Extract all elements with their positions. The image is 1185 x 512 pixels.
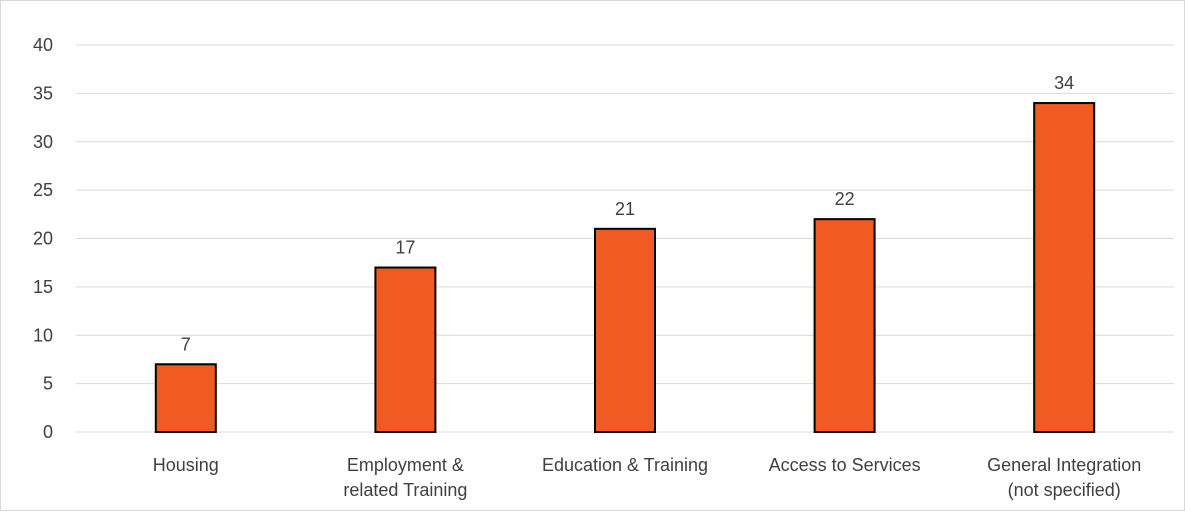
data-labels: 7 17 21 22 34 (181, 73, 1074, 354)
bar-1 (374, 266, 437, 433)
category-label-0: Housing (153, 455, 219, 475)
data-label-4: 34 (1054, 73, 1074, 93)
y-tick-label-40: 40 (33, 35, 53, 55)
bar-2 (594, 227, 656, 433)
category-label-line: Education & Training (542, 455, 708, 475)
y-axis-tick-labels: 0 5 10 15 20 25 30 35 40 (33, 35, 53, 442)
category-label-line: General Integration (987, 455, 1141, 475)
y-tick-label-10: 10 (33, 325, 53, 345)
category-label-line: related Training (343, 480, 467, 500)
category-label-line: Housing (153, 455, 219, 475)
category-label-line: (not specified) (1008, 480, 1121, 500)
category-label-2: Education & Training (542, 455, 708, 475)
data-label-2: 21 (615, 199, 635, 219)
bar-0 (154, 363, 217, 433)
category-label-3: Access to Services (769, 455, 921, 475)
bars (154, 102, 1096, 434)
y-tick-label-25: 25 (33, 180, 53, 200)
y-tick-label-15: 15 (33, 277, 53, 297)
category-label-1: Employment & related Training (343, 455, 467, 500)
category-label-4: General Integration (not specified) (987, 455, 1141, 500)
data-label-3: 22 (835, 189, 855, 209)
x-axis-category-labels: Housing Employment & related Training Educa… (153, 455, 1141, 500)
bar-3 (813, 218, 876, 433)
y-tick-label-5: 5 (43, 374, 53, 394)
data-label-1: 17 (395, 238, 415, 258)
data-label-0: 7 (181, 334, 191, 354)
y-tick-label-35: 35 (33, 83, 53, 103)
y-tick-label-0: 0 (43, 422, 53, 442)
category-label-line: Employment & (347, 455, 464, 475)
category-label-line: Access to Services (769, 455, 921, 475)
y-tick-label-20: 20 (33, 229, 53, 249)
y-tick-label-30: 30 (33, 132, 53, 152)
bar-4 (1033, 102, 1096, 434)
